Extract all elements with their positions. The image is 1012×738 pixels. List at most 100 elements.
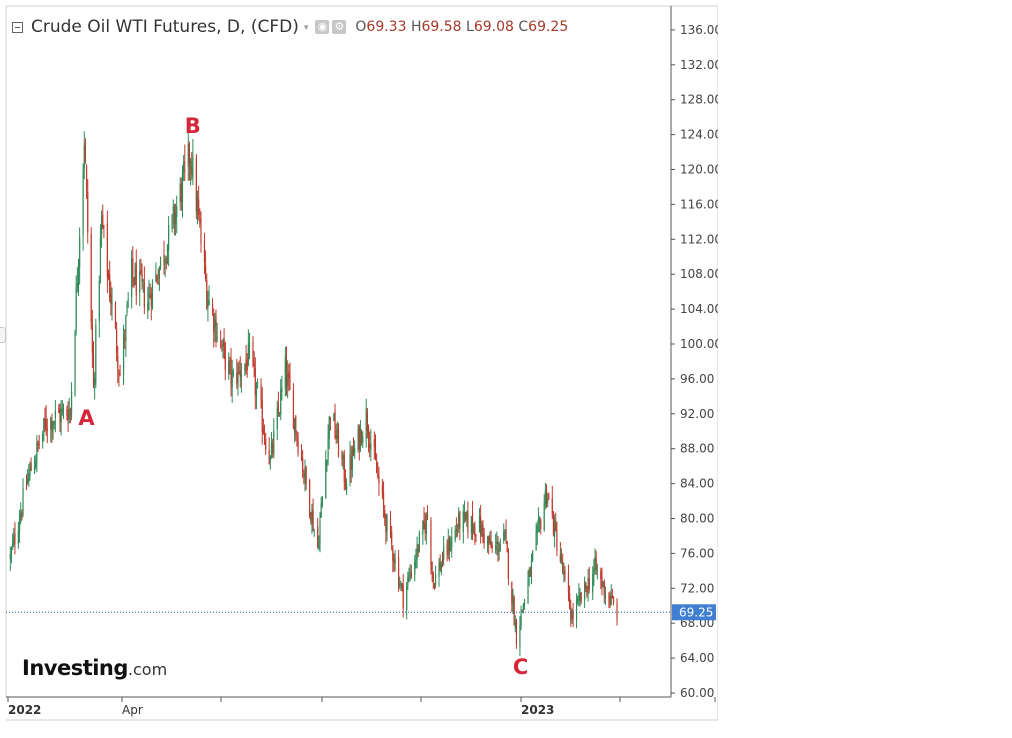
candle-body <box>432 571 434 583</box>
candle-body <box>603 582 605 596</box>
candle-body <box>206 280 208 309</box>
candle-body <box>287 373 289 386</box>
candle-body <box>289 375 291 391</box>
candle-body <box>12 542 14 546</box>
candle-body <box>505 529 507 540</box>
last-price-group: 69.25 <box>6 604 716 621</box>
candle-body <box>563 570 565 575</box>
candle-body <box>326 460 328 464</box>
candle-body <box>564 571 566 575</box>
candle-body <box>44 418 46 422</box>
candle-body <box>111 301 113 307</box>
candle-body <box>265 438 267 451</box>
candle-body <box>544 490 546 505</box>
candle-body <box>135 263 137 296</box>
candle-body <box>240 373 243 381</box>
gear-icon[interactable]: ⚙ <box>332 20 347 34</box>
y-tick-label: 120.00 <box>680 163 718 177</box>
candle-body <box>441 562 444 564</box>
candle-body <box>141 274 143 282</box>
candle-body <box>537 519 540 524</box>
candle-body <box>90 233 92 323</box>
candle-body <box>151 281 154 309</box>
panel-resize-handle[interactable] <box>0 327 6 343</box>
candle-body <box>593 568 595 576</box>
candle-body <box>433 583 436 589</box>
candle-body <box>321 496 323 507</box>
candle-body <box>448 540 451 553</box>
candle-body <box>92 354 95 385</box>
y-tick-label: 124.00 <box>680 128 718 142</box>
candle-body <box>555 522 557 531</box>
candle-body <box>366 411 368 431</box>
candle-body <box>300 451 303 459</box>
candle-body <box>471 512 474 531</box>
candle-body <box>562 561 564 572</box>
candle-body <box>528 570 530 577</box>
candle-body <box>571 614 573 620</box>
candle-body <box>497 541 499 554</box>
chevron-down-icon[interactable]: ▾ <box>303 21 309 32</box>
candle-body <box>207 300 209 309</box>
candle-body <box>174 212 177 225</box>
candle-body <box>374 444 377 460</box>
close-label: C <box>518 19 529 35</box>
time-axis[interactable]: 2022 Apr 2023 <box>7 697 716 717</box>
candle-body <box>183 162 185 173</box>
candle-body <box>158 266 160 280</box>
candle-body <box>257 386 259 388</box>
close-value: 69.25 <box>528 19 569 35</box>
candle-body <box>310 512 312 521</box>
candle-body <box>58 408 60 414</box>
candle-body <box>325 460 327 499</box>
candle-body <box>133 277 135 286</box>
candle-body <box>168 225 170 250</box>
candle-body <box>248 342 251 348</box>
candle-body <box>440 563 442 573</box>
candle-body <box>352 446 355 456</box>
candle-body <box>439 562 441 571</box>
y-tick-label: 84.00 <box>680 477 714 491</box>
price-axis[interactable]: 136.00 132.00 128.00 124.00 120.00 116.00 112.… <box>671 23 718 700</box>
settings-icon[interactable]: ◉ <box>315 20 330 34</box>
candle-body <box>319 520 321 545</box>
candle-body <box>260 384 262 402</box>
candle-body <box>215 316 217 341</box>
price-chart[interactable]: 136.00 132.00 128.00 124.00 120.00 116.00 112.… <box>0 0 718 738</box>
candle-body <box>28 473 30 482</box>
candle-body <box>491 544 493 548</box>
candle-body <box>66 409 68 416</box>
candle-body <box>514 622 516 629</box>
candle-body <box>288 371 290 378</box>
candle-body <box>521 609 523 611</box>
candle-body <box>384 509 386 518</box>
candle-body <box>586 588 588 595</box>
candle-body <box>393 559 395 564</box>
candle-body <box>463 511 466 513</box>
candle-body <box>496 541 498 544</box>
candle-body <box>38 444 40 446</box>
candle-body <box>601 576 603 587</box>
candle-body <box>52 424 54 429</box>
candle-body <box>424 523 426 534</box>
candle-body <box>349 453 351 483</box>
candle-body <box>447 538 449 555</box>
candle-body <box>122 334 125 376</box>
candle-body <box>511 581 513 604</box>
candle-body <box>126 304 128 313</box>
candle-body <box>180 183 182 202</box>
candle-body <box>232 371 234 376</box>
candle-body <box>535 532 537 550</box>
collapse-legend-button[interactable] <box>12 21 23 33</box>
candle-body <box>410 571 412 577</box>
candle-body <box>224 343 226 370</box>
candle-body <box>103 225 105 227</box>
candle-body <box>278 413 281 415</box>
candle-body <box>602 581 604 588</box>
candle-body <box>317 526 319 548</box>
candle-body <box>354 448 356 454</box>
candle-body <box>155 273 157 282</box>
instrument-title[interactable]: Crude Oil WTI Futures, D, (CFD) <box>31 17 299 37</box>
candle-body <box>107 272 110 279</box>
candle-body <box>62 408 65 410</box>
